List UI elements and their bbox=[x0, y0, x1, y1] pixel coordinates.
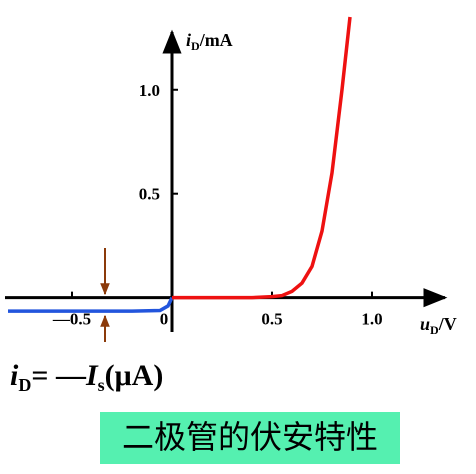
y-tick-label: 1.0 bbox=[139, 81, 160, 100]
x-tick-label: —0.5 bbox=[52, 310, 91, 329]
y-tick-label: 0.5 bbox=[139, 185, 160, 204]
x-axis-label: uD/V bbox=[420, 314, 457, 337]
x-tick-label: 1.0 bbox=[361, 310, 382, 329]
y-axis-label: iD/mA bbox=[186, 30, 233, 53]
annotation: iD= —Is(μA) bbox=[10, 359, 163, 395]
curve bbox=[8, 296, 174, 313]
x-tick-label: 0 bbox=[160, 310, 169, 329]
curve bbox=[172, 16, 352, 300]
x-tick-label: 0.5 bbox=[261, 310, 282, 329]
caption: 二极管的伏安特性 bbox=[122, 418, 378, 456]
axes bbox=[5, 29, 448, 332]
caption-box bbox=[100, 412, 400, 464]
